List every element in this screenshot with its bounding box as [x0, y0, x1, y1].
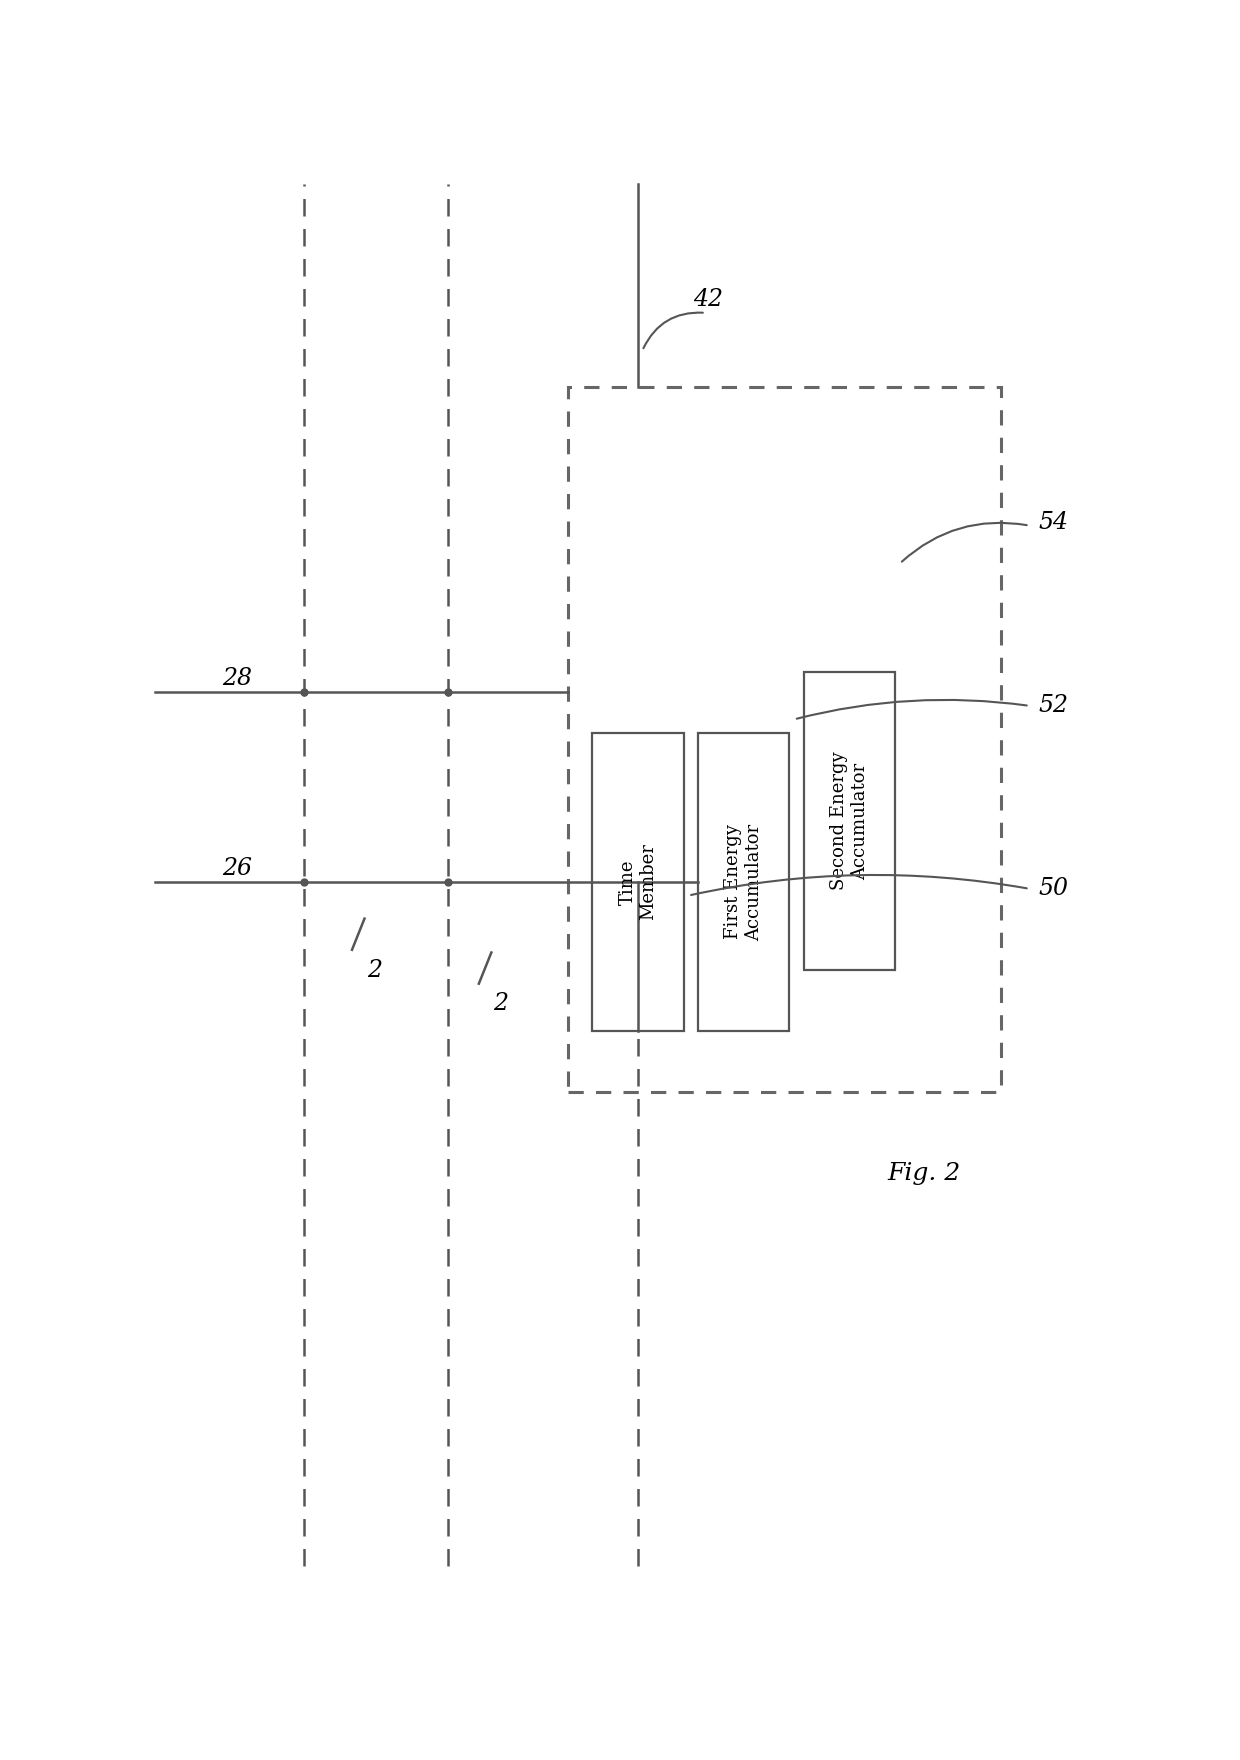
Text: Fig. 2: Fig. 2: [887, 1162, 961, 1184]
Text: Time
Member: Time Member: [619, 843, 657, 920]
Text: 26: 26: [222, 857, 252, 880]
Text: 42: 42: [693, 289, 723, 312]
Text: 50: 50: [1039, 876, 1069, 901]
Text: 52: 52: [1039, 695, 1069, 718]
Text: First Energy
Accumulator: First Energy Accumulator: [724, 824, 763, 940]
Bar: [568, 387, 1001, 1091]
Text: 28: 28: [222, 667, 252, 690]
Text: 2: 2: [494, 993, 508, 1016]
Bar: [593, 732, 683, 1031]
Bar: [698, 732, 789, 1031]
Bar: [804, 672, 895, 970]
Text: Second Energy
Accumulator: Second Energy Accumulator: [830, 752, 869, 891]
Text: 54: 54: [1039, 512, 1069, 535]
Text: 2: 2: [367, 959, 382, 982]
